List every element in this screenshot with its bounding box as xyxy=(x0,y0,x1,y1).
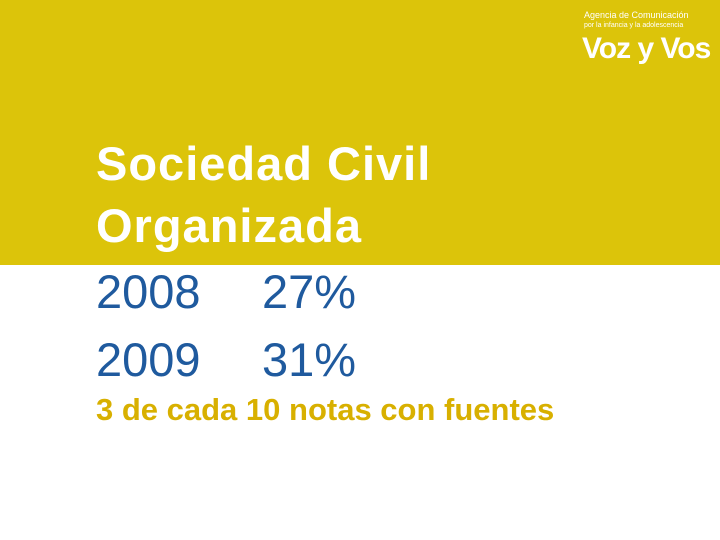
year: 2008 xyxy=(96,265,201,318)
title-line: Sociedad Civil xyxy=(96,137,432,190)
logo-line: Agencia de Comunicación xyxy=(584,10,689,20)
percent: 31% xyxy=(262,333,357,386)
percent: 27% xyxy=(262,265,357,318)
logo-line: por la infancia y la adolescencia xyxy=(584,22,684,29)
stat-row: 2009 31% xyxy=(96,332,356,387)
year: 2009 xyxy=(96,333,201,386)
header-band xyxy=(0,0,720,265)
title-line: Organizada xyxy=(96,199,362,252)
stat-row: 2008 27% xyxy=(96,264,356,319)
note: 3 de cada 10 notas con fuentes xyxy=(96,392,555,427)
logo-brand: Voz y Vos xyxy=(582,32,711,65)
